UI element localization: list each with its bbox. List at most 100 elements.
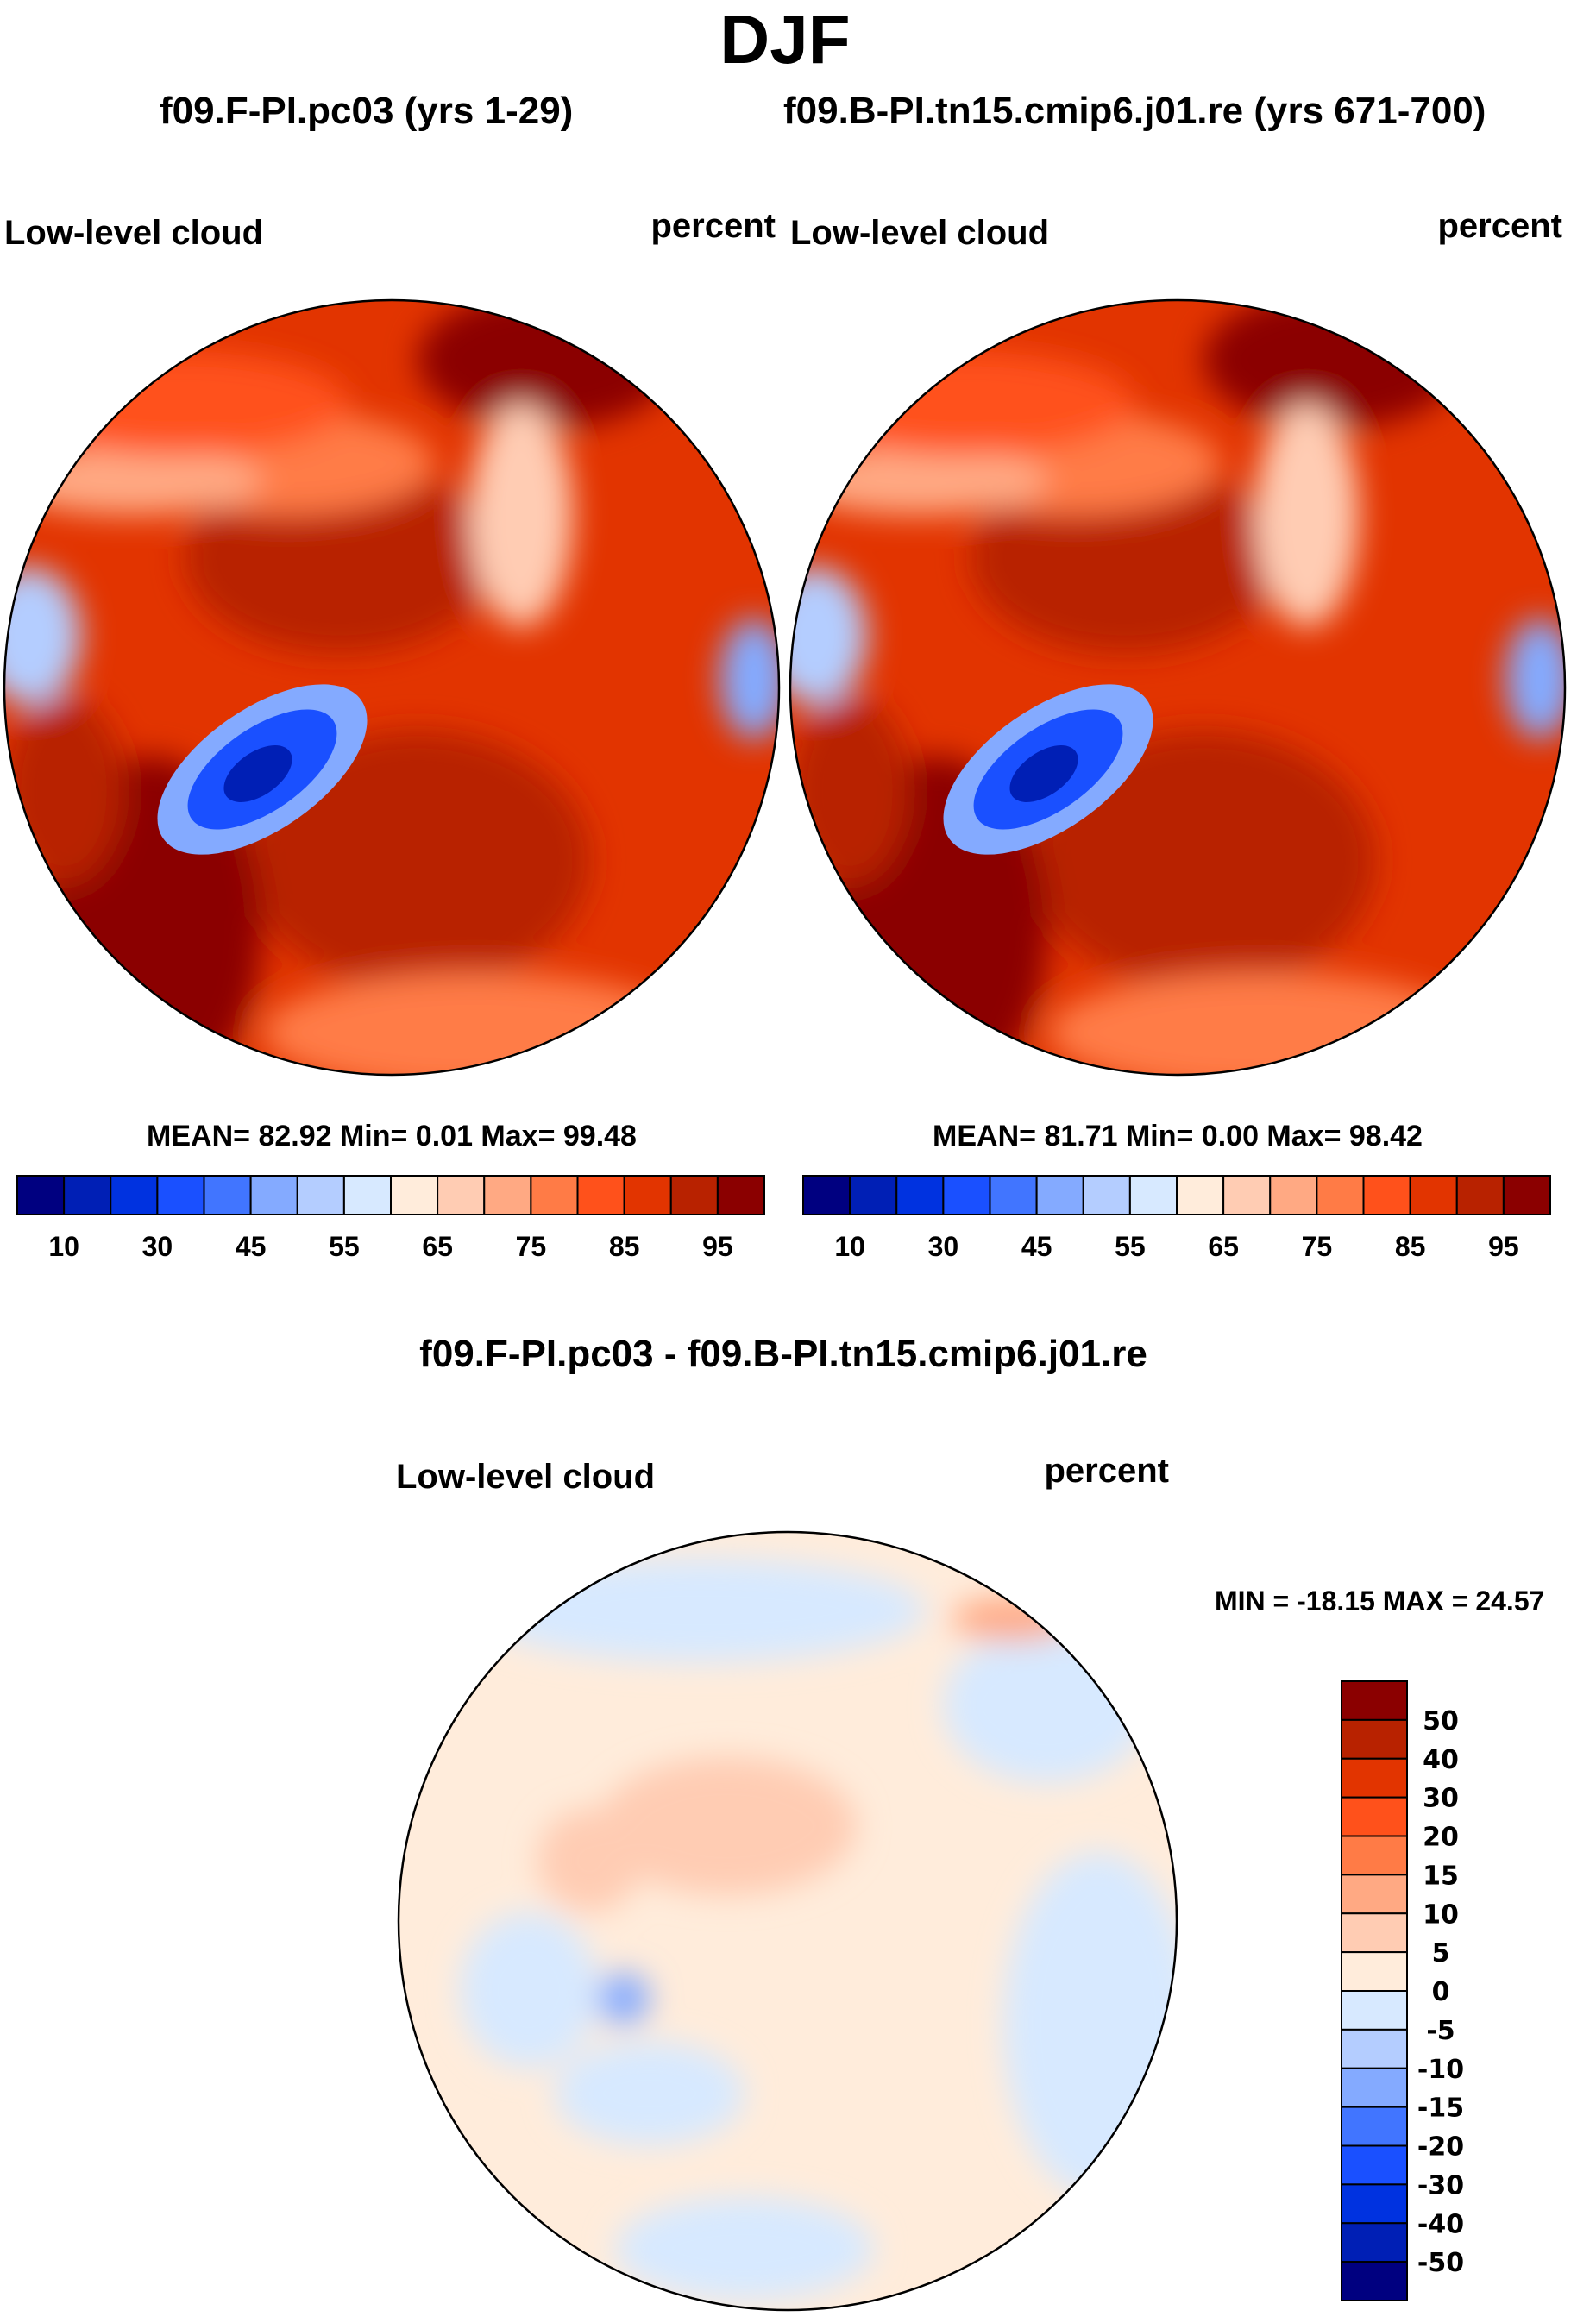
panel1-colorbar-swatch [63, 1175, 112, 1215]
diff-colorbar-tick-label: -5 [1426, 2016, 1455, 2046]
diff-map [399, 1532, 1177, 2310]
panel2-colorbar-swatch [942, 1175, 991, 1215]
greenland-region [223, 745, 292, 802]
field-region [598, 1973, 650, 2025]
field-region [4, 446, 262, 515]
panel2-colorbar-swatch [1409, 1175, 1458, 1215]
diff-colorbar-swatch [1341, 2144, 1408, 2186]
panel2-colorbar-tick-label: 55 [1115, 1231, 1146, 1262]
panel1-units: percent [650, 207, 776, 245]
diff-colorbar-tick-label: 30 [1423, 1784, 1459, 1814]
diff-colorbar-tick-label: 50 [1423, 1706, 1459, 1736]
field-region [1255, 403, 1359, 627]
field-region [790, 567, 867, 705]
diff-colorbar-swatch [1341, 2261, 1408, 2301]
diff-colorbar-swatch [1341, 1718, 1408, 1760]
panel2-variable: Low-level cloud [790, 214, 1050, 252]
diff-colorbar-swatch [1341, 1680, 1408, 1721]
diff-colorbar-tick-label: -10 [1417, 2055, 1464, 2085]
diff-colorbar-swatch [1341, 2067, 1408, 2108]
field-region [1031, 731, 1376, 989]
field-region [262, 972, 694, 1075]
diff-colorbar-tick-label: -40 [1417, 2209, 1464, 2239]
panel1-colorbar-swatch [342, 1175, 392, 1215]
field-region [1003, 1852, 1177, 2197]
map-border [3, 298, 781, 1077]
diff-stats: MIN = -18.15 MAX = 24.57 [1215, 1585, 1545, 1617]
diff-colorbar-swatch [1341, 2183, 1408, 2225]
panel1-colorbar-swatch [390, 1175, 439, 1215]
panel1-map [4, 300, 779, 1075]
field-region [4, 696, 124, 886]
field-region [418, 300, 676, 429]
field-region [598, 1757, 857, 1895]
field-region [245, 731, 590, 989]
panel1-colorbar-tick-label: 95 [702, 1231, 733, 1262]
panel1-colorbar-swatch [437, 1175, 486, 1215]
panel2-case-title: f09.B-PI.tn15.cmip6.j01.re (yrs 671-700) [783, 90, 1486, 132]
panel1-colorbar-swatch [623, 1175, 672, 1215]
panel2-colorbar-swatch [895, 1175, 945, 1215]
panel1-colorbar-swatch [716, 1175, 765, 1215]
panel2-colorbar-tick-label: 30 [928, 1231, 959, 1262]
diff-colorbar-tick-label: -15 [1417, 2094, 1464, 2124]
panel2-stats: MEAN= 81.71 Min= 0.00 Max= 98.42 [933, 1120, 1423, 1152]
field-region [469, 403, 573, 627]
diff-units: percent [1044, 1452, 1170, 1490]
field-region [477, 1559, 926, 1662]
panel2-colorbar-swatch [1316, 1175, 1365, 1215]
field-region [4, 567, 81, 705]
field-region [460, 1912, 598, 2068]
panel2-colorbar-tick-label: 95 [1488, 1231, 1519, 1262]
panel1-colorbar-tick-label: 45 [236, 1231, 267, 1262]
field-region [790, 446, 1048, 515]
panel2-colorbar-swatch [1502, 1175, 1551, 1215]
map-border [789, 298, 1567, 1077]
diff-colorbar-swatch [1341, 1951, 1408, 1992]
diff-colorbar-tick-label: 0 [1432, 1977, 1450, 2007]
panel2-colorbar-swatch [849, 1175, 898, 1215]
panel1-colorbar-swatch [249, 1175, 298, 1215]
panel1-colorbar-tick-label: 65 [422, 1231, 453, 1262]
panel1-colorbar-tick-label: 75 [516, 1231, 547, 1262]
diff-colorbar-swatch [1341, 1912, 1408, 1954]
field-region [719, 618, 779, 739]
panel2-colorbar-swatch [1082, 1175, 1131, 1215]
panel1-colorbar-swatch [669, 1175, 719, 1215]
panel2-colorbar-tick-label: 65 [1208, 1231, 1239, 1262]
panel1-case-title: f09.F-PI.pc03 (yrs 1-29) [160, 90, 574, 132]
diff-colorbar-tick-label: 20 [1423, 1823, 1459, 1853]
panel1-colorbar-tick-label: 10 [48, 1231, 79, 1262]
panel1-colorbar-swatch [110, 1175, 159, 1215]
panel1-colorbar-swatch [296, 1175, 345, 1215]
diff-colorbar-swatch [1341, 2106, 1408, 2147]
panel2-colorbar-tick-label: 10 [834, 1231, 865, 1262]
panel2-colorbar-swatch [1128, 1175, 1178, 1215]
field-region [943, 1628, 1150, 1783]
panel1-colorbar-swatch [576, 1175, 625, 1215]
diff-colorbar-tick-label: -20 [1417, 2132, 1464, 2163]
diff-colorbar-tick-label: -30 [1417, 2170, 1464, 2201]
diff-colorbar-swatch [1341, 1757, 1408, 1799]
diff-colorbar-tick-label: -50 [1417, 2248, 1464, 2278]
diff-colorbar-swatch [1341, 1796, 1408, 1837]
field-region [1505, 618, 1565, 739]
panel1-colorbar-swatch [16, 1175, 66, 1215]
panel2-colorbar-swatch [1269, 1175, 1318, 1215]
field-region [615, 2197, 874, 2301]
panel2-colorbar-swatch [1176, 1175, 1225, 1215]
panel2-colorbar-tick-label: 85 [1395, 1231, 1426, 1262]
field-region [790, 696, 910, 886]
diff-variable: Low-level cloud [396, 1458, 656, 1496]
panel1-colorbar-tick-label: 30 [142, 1231, 173, 1262]
panel1-variable: Low-level cloud [4, 214, 264, 252]
field-region [537, 1809, 641, 1912]
figure-title: DJF [719, 1, 851, 78]
diff-colorbar-swatch [1341, 2028, 1408, 2069]
diff-colorbar-swatch [1341, 1990, 1408, 2031]
greenland-region [1009, 745, 1078, 802]
field-region [1203, 300, 1462, 429]
diff-colorbar-swatch [1341, 2222, 1408, 2263]
diff-colorbar-swatch [1341, 1874, 1408, 1915]
